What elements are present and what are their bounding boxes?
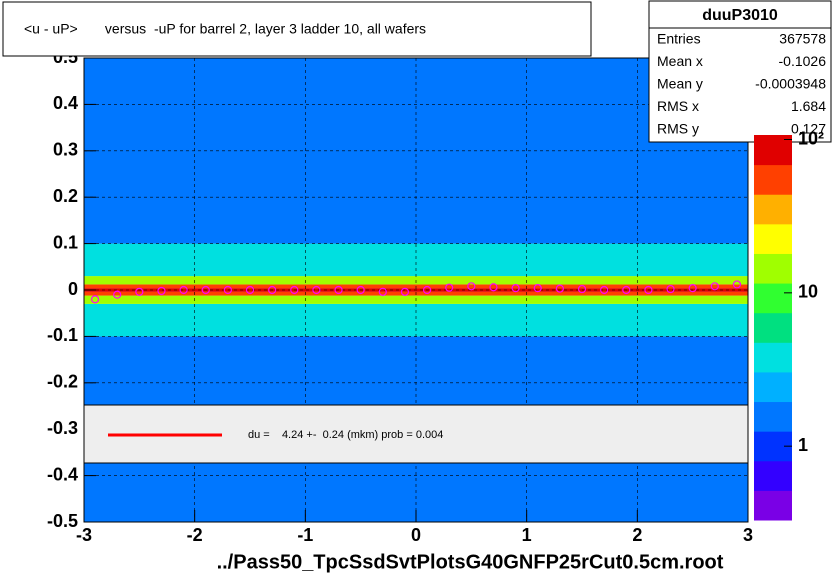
profile-point: [245, 285, 255, 295]
x-tick-label: 3: [743, 525, 753, 545]
profile-point: [422, 285, 432, 295]
colorbar-segment: [754, 401, 792, 432]
y-tick-label: 0.4: [53, 93, 78, 113]
stats-value: 1.684: [791, 98, 826, 114]
y-tick-label: 0.1: [53, 232, 78, 252]
stats-label: RMS y: [657, 121, 699, 137]
profile-point: [356, 285, 365, 295]
profile-point: [688, 284, 697, 293]
profile-point: [157, 286, 166, 296]
y-tick-label: -0.4: [47, 464, 78, 484]
colorbar-segment: [754, 342, 792, 373]
z-tick-label: 10²: [798, 128, 824, 148]
profile-point: [600, 285, 609, 295]
profile-point: [666, 284, 675, 294]
colorbar-segment: [754, 194, 792, 225]
stats-label: Mean x: [657, 53, 703, 69]
y-tick-label: -0.2: [47, 372, 78, 392]
profile-point: [113, 290, 122, 299]
stats-value: -0.1026: [779, 53, 827, 69]
profile-point: [467, 282, 476, 291]
stats-label: Entries: [657, 31, 701, 47]
x-tick-label: 1: [522, 525, 532, 545]
colorbar-segment: [754, 371, 792, 403]
y-tick-label: -0.1: [47, 325, 78, 345]
profile-point: [577, 284, 587, 294]
colorbar-segment: [754, 164, 792, 195]
title-box: [2, 1, 592, 57]
colorbar-segment: [754, 135, 792, 166]
stats-label: Mean y: [657, 76, 703, 92]
colorbar-segment: [754, 223, 792, 254]
x-tick-label: 0: [411, 525, 421, 545]
profile-point: [201, 285, 210, 295]
profile-point: [489, 283, 498, 292]
profile-point: [555, 284, 564, 293]
colorbar-segment: [754, 283, 792, 314]
x-axis-label: ../Pass50_TpcSsdSvtPlotsG40GNFP25rCut0.5…: [217, 551, 724, 573]
profile-point: [378, 287, 387, 296]
heatmap-cell: [84, 303, 748, 337]
legend-text: du = 4.24 +- 0.24 (mkm) prob = 0.004: [248, 429, 443, 441]
profile-point: [223, 285, 232, 295]
heatmap-cell: [84, 243, 748, 277]
profile-point: [334, 285, 343, 295]
profile-point: [511, 284, 520, 293]
colorbar-segment: [754, 460, 792, 491]
colorbar-segment: [754, 253, 792, 284]
stats-value: -0.0003948: [755, 76, 826, 92]
profile-point: [710, 282, 719, 291]
x-tick-label: -1: [297, 525, 313, 545]
stats-label: RMS x: [657, 98, 699, 114]
profile-point: [312, 285, 321, 295]
colorbar-segment: [754, 490, 792, 521]
y-tick-label: 0: [68, 279, 78, 299]
profile-point: [622, 285, 631, 295]
profile-point: [533, 284, 542, 293]
profile-point: [135, 287, 144, 296]
stats-title: duuP3010: [702, 7, 778, 24]
profile-point: [445, 283, 454, 292]
profile-point: [179, 285, 188, 295]
stats-value: 0.127: [791, 121, 826, 137]
y-tick-label: -0.5: [47, 511, 78, 531]
profile-point: [400, 287, 410, 296]
profile-point: [90, 295, 100, 304]
x-tick-label: 2: [632, 525, 642, 545]
chart-title: <u - uP> versus -uP for barrel 2, layer …: [24, 21, 426, 37]
colorbar-segment: [754, 312, 792, 343]
y-tick-label: 0.3: [53, 140, 78, 160]
x-tick-label: -2: [187, 525, 203, 545]
x-tick-label: -3: [76, 525, 92, 545]
z-tick-label: 10: [798, 282, 818, 302]
y-tick-label: 0.2: [53, 186, 78, 206]
stats-box: [648, 0, 832, 143]
z-tick-label: 1: [798, 435, 808, 455]
profile-point: [644, 285, 653, 295]
y-tick-label: -0.3: [47, 418, 78, 438]
profile-point: [268, 285, 277, 295]
stats-value: 367578: [779, 31, 826, 47]
profile-point: [732, 280, 742, 289]
profile-point: [290, 285, 299, 295]
